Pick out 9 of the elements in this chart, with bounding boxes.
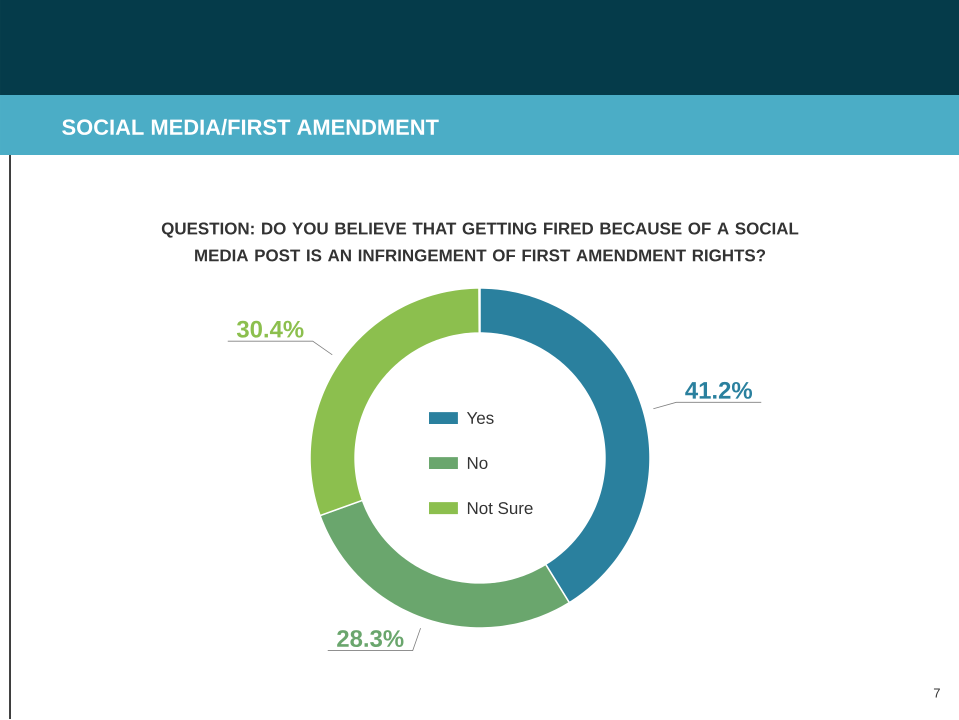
legend-label: Not Sure [468,502,533,514]
text: 7 [934,688,940,698]
data-label: 30.4% [236,320,304,338]
data-label: 41.2% [685,382,752,399]
data-label: 28.3% [337,630,404,648]
legend-label: Yes [466,412,494,424]
chart-subtitle: QUESTION: DO YOU BELIEVE THAT GETTING FIRED BECAUSE OF A SOCIAL MEDIA POST IS AN INFRINGEMENT OF FIRST AMENDMENT RIGHTS? [162,222,798,262]
chart-title: SOCIAL MEDIA/FIRST AMENDMENT [62,118,439,136]
legend-label: No [468,457,488,470]
